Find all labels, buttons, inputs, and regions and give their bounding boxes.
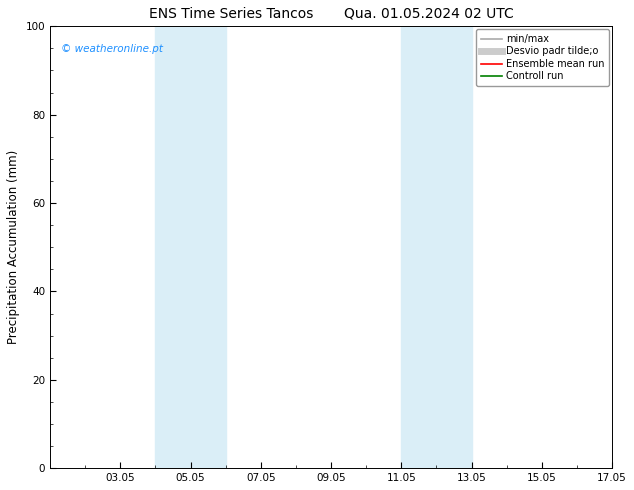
Y-axis label: Precipitation Accumulation (mm): Precipitation Accumulation (mm) xyxy=(7,150,20,344)
Bar xyxy=(155,26,226,468)
Text: © weatheronline.pt: © weatheronline.pt xyxy=(61,44,163,54)
Bar xyxy=(401,26,472,468)
Legend: min/max, Desvio padr tilde;o, Ensemble mean run, Controll run: min/max, Desvio padr tilde;o, Ensemble m… xyxy=(476,29,609,86)
Title: ENS Time Series Tancos       Qua. 01.05.2024 02 UTC: ENS Time Series Tancos Qua. 01.05.2024 0… xyxy=(149,7,514,21)
